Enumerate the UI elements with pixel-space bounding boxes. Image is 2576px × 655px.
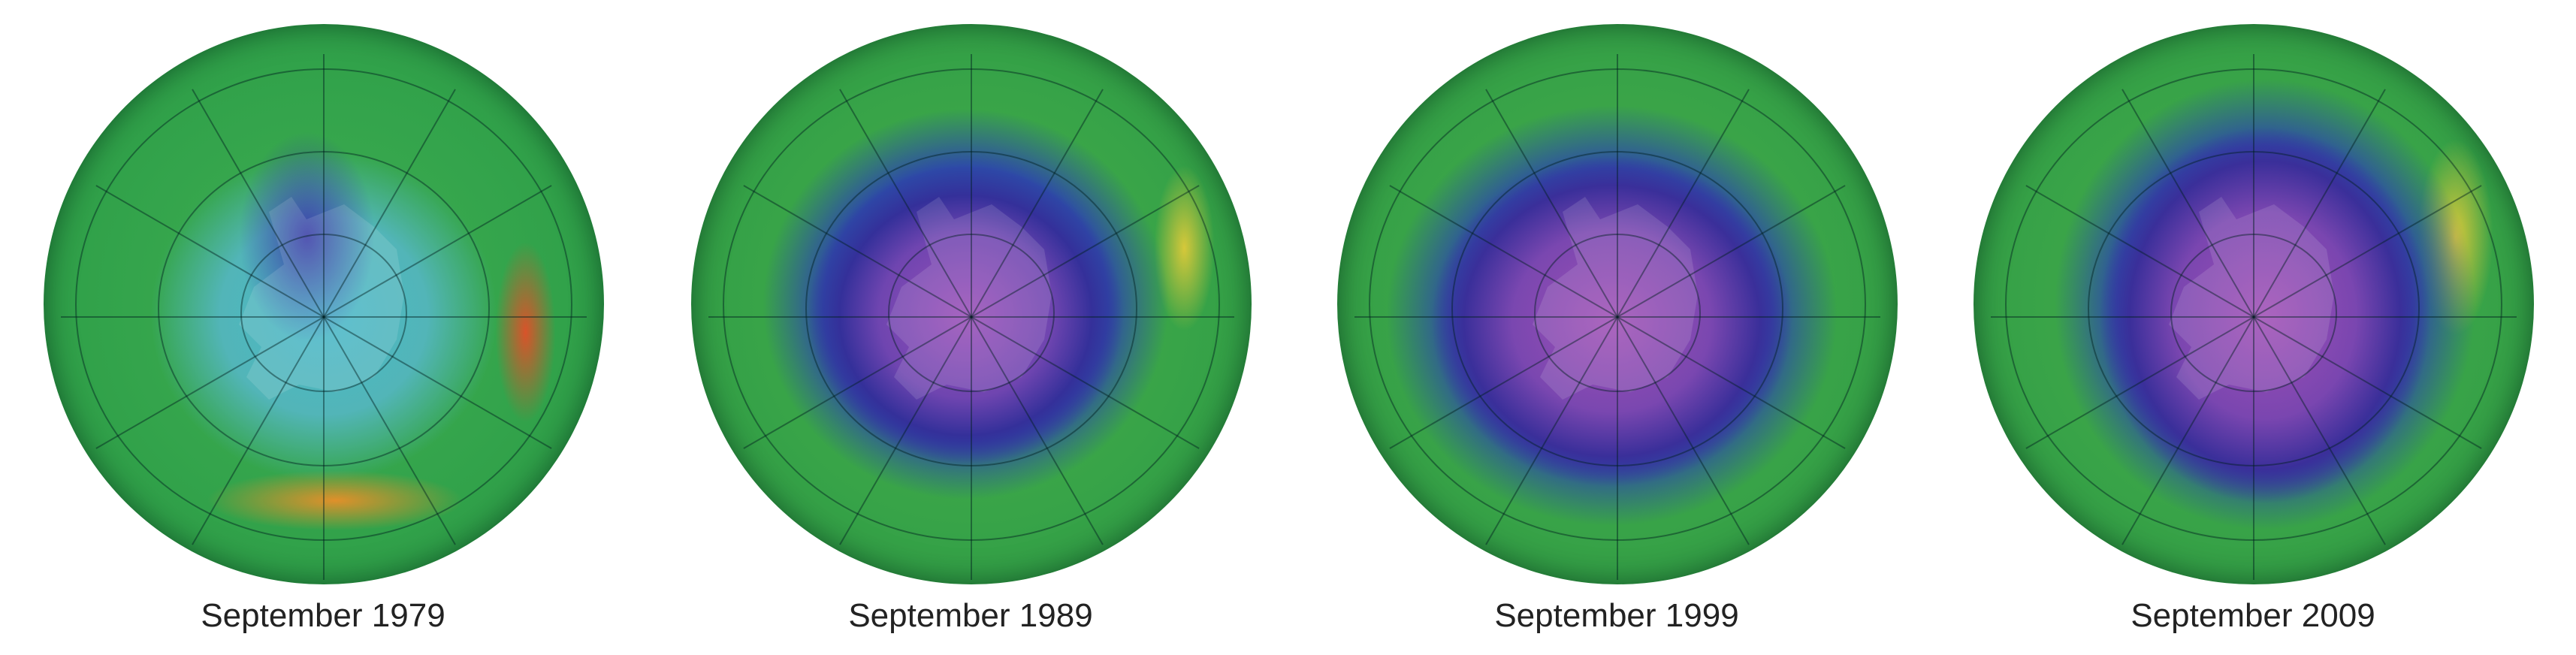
longitude-line — [1617, 89, 1750, 318]
panel-caption: September 2009 — [2131, 597, 2375, 634]
longitude-line — [839, 316, 972, 545]
ozone-map-panel-1989: September 1989 — [648, 0, 1294, 646]
longitude-line — [2253, 316, 2386, 545]
longitude-line — [1485, 316, 1618, 545]
longitude-line — [2253, 185, 2482, 318]
antarctica-outline — [239, 197, 404, 400]
ozone-globe-1979 — [44, 24, 604, 584]
latitude-line — [75, 68, 572, 541]
latitude-line — [240, 234, 407, 392]
longitude-line — [1617, 316, 1750, 545]
longitude-line — [1617, 316, 1846, 449]
graticule-overlay — [61, 54, 587, 580]
panel-caption: September 1979 — [201, 597, 445, 634]
latitude-line — [2170, 234, 2337, 392]
antarctica-outline — [886, 197, 1052, 400]
longitude-line — [192, 316, 325, 545]
longitude-line — [323, 316, 456, 545]
ozone-globe-1989 — [691, 24, 1252, 584]
longitude-line — [971, 89, 1104, 318]
graticule-overlay — [708, 54, 1234, 580]
latitude-line — [1451, 151, 1783, 466]
longitude-line — [743, 185, 972, 318]
latitude-line — [888, 234, 1055, 392]
longitude-line — [95, 185, 325, 318]
ozone-globe-2009 — [1974, 24, 2534, 584]
longitude-line — [2122, 89, 2254, 318]
panel-caption: September 1999 — [1494, 597, 1739, 634]
longitude-line — [971, 185, 1200, 318]
longitude-line — [971, 316, 1104, 545]
longitude-line — [2025, 185, 2254, 318]
ozone-globe-1999 — [1337, 24, 1898, 584]
longitude-line — [1617, 185, 1846, 318]
longitude-line — [2025, 316, 2254, 449]
graticule-overlay — [1354, 54, 1880, 580]
latitude-line — [2088, 151, 2420, 466]
panel-caption: September 1989 — [848, 597, 1093, 634]
longitude-line — [1389, 185, 1618, 318]
latitude-line — [1534, 234, 1701, 392]
longitude-line — [95, 316, 325, 449]
latitude-line — [723, 68, 1220, 541]
antarctica-outline — [2169, 197, 2334, 400]
longitude-line — [1389, 316, 1618, 449]
longitude-line — [2122, 316, 2254, 545]
longitude-line — [323, 185, 552, 318]
longitude-line — [839, 89, 972, 318]
longitude-line — [2253, 89, 2386, 318]
longitude-line — [192, 89, 325, 318]
antarctica-outline — [1533, 197, 1698, 400]
longitude-line — [1485, 89, 1618, 318]
ozone-map-panel-1999: September 1999 — [1294, 0, 1940, 646]
longitude-line — [2253, 316, 2482, 449]
latitude-line — [158, 151, 490, 466]
ozone-map-panel-1979: September 1979 — [0, 0, 646, 646]
longitude-line — [971, 316, 1200, 449]
longitude-line — [323, 316, 552, 449]
graticule-overlay — [1991, 54, 2517, 580]
ozone-map-panel-2009: September 2009 — [1930, 0, 2576, 646]
latitude-line — [805, 151, 1137, 466]
longitude-line — [743, 316, 972, 449]
longitude-line — [323, 89, 456, 318]
latitude-line — [1369, 68, 1866, 541]
latitude-line — [2005, 68, 2502, 541]
